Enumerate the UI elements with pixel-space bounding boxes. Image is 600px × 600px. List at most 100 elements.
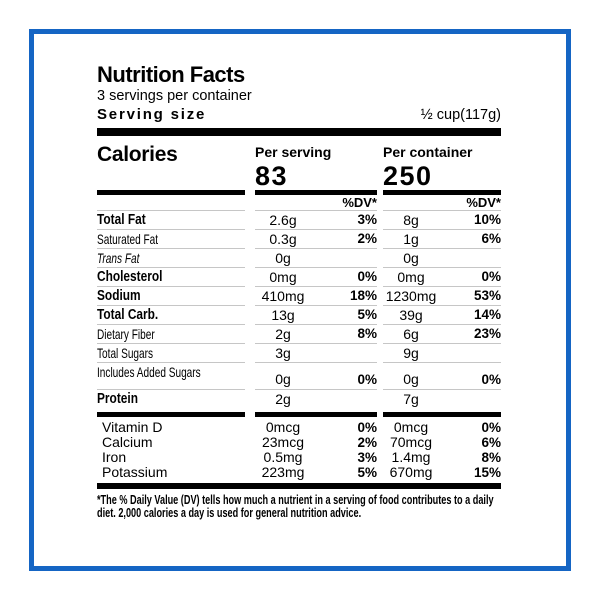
vitamin-row: Potassium 223mg 5% 670mg 15% — [97, 464, 501, 481]
serving-dv: 2% — [357, 434, 377, 450]
serving-amount: 23mcg — [261, 434, 305, 451]
container-dv: 8% — [481, 449, 501, 465]
nutrient-row: Saturated Fat 0.3g 2% 1g 6% — [97, 230, 501, 249]
vitamin-name: Iron — [102, 449, 127, 466]
vitamin-row: Calcium 23mcg 2% 70mcg 6% — [97, 434, 501, 451]
per-container-cell: 1g 6% — [383, 230, 501, 249]
nutrient-name-cell: Total Carb. — [97, 306, 245, 325]
per-serving-cell: 0.5mg 3% — [255, 449, 377, 466]
label-frame — [29, 29, 571, 571]
vitamin-name: Potassium — [102, 464, 168, 481]
nutrient-name-cell: Includes Added Sugars — [97, 363, 245, 390]
nutrient-name-cell: Protein — [97, 390, 245, 409]
per-serving-cell: 0mcg 0% — [255, 419, 377, 435]
nutrient-row: Total Carb. 13g 5% 39g 14% — [97, 306, 501, 325]
nutrient-name: Total Fat — [97, 211, 146, 228]
per-serving-cell: 2g — [255, 390, 377, 409]
per-container-cell: 8g 10% — [383, 211, 501, 230]
nutrient-name-cell: Cholesterol — [97, 268, 245, 287]
serving-amount: 0g — [275, 370, 291, 387]
serving-size-value: ½ cup(117g) — [420, 106, 501, 123]
container-dv: 6% — [481, 434, 501, 450]
per-container-cell: 1.4mg 8% — [383, 449, 501, 466]
footnote-section: *The % Daily Value (DV) tells how much a… — [97, 491, 501, 537]
vitamin-rows: Vitamin D 0mcg 0% 0mcg 0% Calcium 23mcg 2% 70mcg… — [97, 419, 501, 481]
container-amount: 9g — [403, 344, 419, 361]
per-container-calories-value: 250 — [383, 161, 433, 192]
serving-dv: 2% — [357, 231, 377, 247]
per-serving-calories-value: 83 — [255, 161, 289, 192]
per-serving-cell: 0mg 0% — [255, 268, 377, 287]
per-serving-cell: 2g 8% — [255, 325, 377, 344]
per-serving-header: Per serving — [255, 143, 332, 160]
container-dv: 14% — [473, 307, 501, 323]
nutrient-row: Includes Added Sugars 0g 0% 0g 0% — [97, 363, 501, 390]
vitamin-name-cell: Iron — [97, 449, 245, 466]
nutrient-name: Cholesterol — [97, 268, 163, 285]
container-amount: 6g — [403, 325, 419, 342]
container-dv: 15% — [473, 464, 501, 480]
serving-amount: 13g — [271, 306, 295, 323]
serving-size-row: Serving size ½ cup(117g) — [97, 106, 501, 125]
per-container-header: Per container — [383, 143, 473, 160]
serving-dv: 0% — [357, 419, 377, 435]
per-container-cell: 9g — [383, 344, 501, 363]
container-dv: 6% — [481, 231, 501, 247]
container-amount: 1230mg — [385, 287, 437, 304]
serving-dv: 3% — [357, 212, 377, 228]
nutrient-row: Protein 2g 7g — [97, 390, 501, 409]
nutrient-name: Trans Fat — [97, 249, 140, 266]
serving-dv: 8% — [357, 326, 377, 342]
per-serving-cell: 3g — [255, 344, 377, 363]
per-serving-cell: 0g — [255, 249, 377, 268]
serving-amount: 0mg — [269, 268, 297, 285]
nutrient-name: Protein — [97, 391, 138, 408]
calories-label: Calories — [97, 142, 178, 166]
footnote-text: *The % Daily Value (DV) tells how much a… — [97, 491, 494, 521]
container-dv: 0% — [481, 371, 501, 387]
per-container-cell: 0mcg 0% — [383, 419, 501, 435]
serving-amount: 0g — [275, 249, 291, 266]
nutrient-name-cell: Trans Fat — [97, 249, 245, 268]
nutrient-row: Total Fat 2.6g 3% 8g 10% — [97, 211, 501, 230]
container-amount: 670mg — [389, 464, 433, 481]
nutrient-row: Dietary Fiber 2g 8% 6g 23% — [97, 325, 501, 344]
segment-divider-bars — [97, 411, 501, 417]
container-dv: 0% — [481, 419, 501, 435]
dv-header-row: %DV* %DV* — [97, 195, 501, 211]
container-dv: 0% — [481, 269, 501, 285]
serving-amount: 2g — [275, 325, 291, 342]
dv-header-container: %DV* — [383, 195, 501, 211]
nutrient-name: Sodium — [97, 287, 141, 304]
nutrient-row: Cholesterol 0mg 0% 0mg 0% — [97, 268, 501, 287]
serving-amount: 3g — [275, 344, 291, 361]
container-amount: 0g — [403, 249, 419, 266]
per-serving-cell: 13g 5% — [255, 306, 377, 325]
nutrient-row: Trans Fat 0g 0g — [97, 249, 501, 268]
serving-amount: 0.5mg — [263, 449, 303, 466]
per-serving-cell: 410mg 18% — [255, 287, 377, 306]
servings-per-container: 3 servings per container — [97, 88, 252, 104]
container-dv: 53% — [473, 288, 501, 304]
serving-dv: 0% — [357, 371, 377, 387]
footnote-divider-bar — [97, 482, 501, 489]
vitamin-name-cell: Vitamin D — [97, 419, 245, 435]
per-container-cell: 39g 14% — [383, 306, 501, 325]
nutrient-name: Dietary Fiber — [97, 325, 155, 342]
per-container-cell: 7g — [383, 390, 501, 409]
nutrient-name: Total Sugars — [97, 344, 154, 361]
serving-dv: 5% — [357, 464, 377, 480]
container-amount: 1.4mg — [391, 449, 431, 466]
container-amount: 0g — [403, 370, 419, 387]
nutrient-name: Includes Added Sugars — [97, 363, 201, 380]
nutrient-name-cell: Sodium — [97, 287, 245, 306]
per-container-calories-column: Per container 250 — [383, 142, 501, 190]
serving-dv: 0% — [357, 269, 377, 285]
nutrient-rows: Total Fat 2.6g 3% 8g 10% Saturated Fat 0.3g 2% 1… — [97, 211, 501, 409]
per-container-cell: 670mg 15% — [383, 464, 501, 481]
vitamin-name-cell: Potassium — [97, 464, 245, 481]
per-serving-cell: 0g 0% — [255, 363, 377, 390]
per-container-cell: 6g 23% — [383, 325, 501, 344]
serving-amount: 0.3g — [269, 230, 297, 247]
container-amount: 8g — [403, 211, 419, 228]
